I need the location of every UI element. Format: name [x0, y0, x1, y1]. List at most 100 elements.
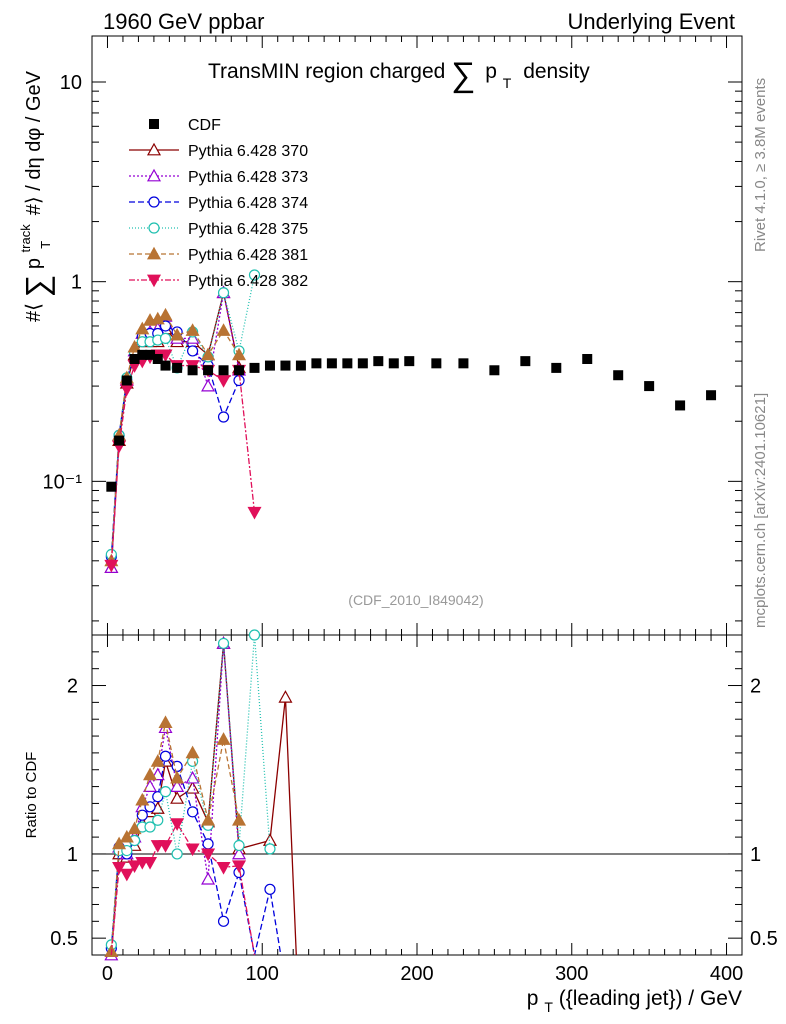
cdf-point — [145, 349, 156, 360]
x-tick-label: 400 — [710, 963, 743, 985]
legend-marker — [146, 274, 162, 288]
ratio-point — [127, 821, 142, 835]
ratio-point — [170, 818, 185, 831]
cdf-points — [106, 349, 717, 492]
ratio-point — [158, 715, 173, 728]
ratio-point — [232, 860, 247, 873]
cdf-point — [613, 370, 624, 381]
cdf-point — [249, 362, 260, 373]
cdf-point — [373, 356, 384, 367]
cdf-point — [489, 365, 500, 376]
cdf-point — [172, 362, 183, 373]
series-line — [110, 354, 256, 566]
y-label-post: #⟩ / dη dφ / GeV — [23, 70, 45, 215]
legend-label: Pythia 6.428 382 — [188, 273, 308, 290]
ratio-point — [201, 871, 216, 885]
ratio-point — [159, 786, 172, 798]
series-point — [104, 559, 119, 573]
ratio-plot: 0 100 200 300 400 0.5 0.5 1 1 2 2 — [50, 629, 778, 985]
y-label-sub: T — [38, 241, 53, 249]
cdf-point — [582, 353, 593, 364]
series-point — [170, 327, 185, 341]
ratio-point — [186, 806, 199, 818]
legend-marker — [146, 246, 162, 260]
cdf-point — [203, 365, 214, 376]
series-point — [158, 307, 173, 321]
series-point — [127, 339, 142, 353]
legend-marker — [146, 142, 162, 156]
series-point — [216, 323, 231, 336]
ratio-point — [216, 732, 231, 745]
cdf-point — [218, 365, 229, 376]
ratio-point — [112, 836, 127, 850]
ratio-point — [143, 856, 158, 870]
ratio-point — [170, 791, 185, 804]
ratio-point — [127, 860, 142, 873]
cdf-point — [644, 381, 655, 392]
ratio-series — [104, 629, 297, 961]
cdf-point — [404, 356, 415, 367]
main-ticks: 10⁻¹ 1 10 — [43, 36, 743, 635]
ratio-tick-label-right: 0.5 — [750, 928, 778, 950]
ratio-point — [217, 915, 230, 927]
ratio-point — [232, 846, 247, 860]
ratio-point — [170, 779, 185, 792]
cdf-point — [431, 358, 442, 369]
y-tick-label: 10⁻¹ — [43, 471, 83, 493]
chart-title-text: TransMIN region charged — [208, 60, 445, 83]
cdf-point — [388, 358, 399, 369]
header-right: Underlying Event — [567, 9, 735, 34]
cdf-point — [675, 400, 686, 411]
ratio-point — [112, 862, 127, 875]
ratio-tick-label-right: 2 — [750, 676, 761, 698]
series-point — [119, 383, 134, 397]
ratio-point — [143, 767, 158, 781]
legend-label: Pythia 6.428 375 — [188, 221, 308, 238]
ratio-point — [185, 781, 200, 794]
x-tick-label: 200 — [400, 963, 433, 985]
ratio-point — [216, 862, 231, 875]
y-label-sup: track — [18, 224, 33, 253]
ratio-point — [264, 883, 276, 895]
ratio-point — [185, 770, 200, 784]
chart-title: TransMIN region charged ∑ p T density — [208, 56, 590, 94]
cdf-point — [114, 435, 125, 446]
cdf-point — [295, 360, 306, 371]
series-point — [186, 345, 199, 357]
ratio-point — [201, 848, 216, 862]
series-point — [247, 506, 262, 520]
legend-label: Pythia 6.428 381 — [188, 247, 308, 264]
x-axis-label: p T ({leading jet}) / GeV — [527, 987, 742, 1017]
legend-label: Pythia 6.428 373 — [188, 169, 308, 186]
cdf-point — [706, 390, 717, 401]
ratio-line — [110, 755, 282, 956]
ratio-point — [152, 791, 164, 803]
ratio-y-label: Ratio to CDF — [23, 752, 40, 839]
ratio-point — [136, 809, 148, 821]
ratio-plot-frame — [91, 634, 743, 956]
chart-title-sub: T — [503, 75, 512, 91]
y-tick-label: 10 — [60, 72, 82, 94]
ratio-point — [144, 821, 156, 833]
ratio-point — [170, 770, 185, 784]
cdf-point — [234, 365, 245, 376]
series-point — [248, 269, 261, 281]
x-label-sub: T — [544, 999, 553, 1015]
chart-title-p: p — [485, 60, 497, 83]
ratio-point — [119, 868, 134, 882]
reference-label: (CDF_2010_I849042) — [348, 592, 483, 608]
y-label-sum: ∑ — [19, 275, 55, 298]
rivet-label: Rivet 4.1.0, ≥ 3.8M events — [752, 78, 769, 252]
y-axis-label: #⟨ ∑ p track T #⟩ / dη dφ / GeV — [13, 70, 55, 322]
cdf-point — [520, 356, 531, 367]
ratio-point — [185, 745, 200, 759]
ratio-point — [143, 779, 158, 792]
ratio-point — [217, 637, 230, 650]
legend-marker — [148, 222, 160, 234]
series-point — [232, 347, 247, 361]
series-line — [110, 274, 256, 555]
ratio-ticks: 0 100 200 300 400 0.5 0.5 1 1 2 2 — [50, 634, 778, 985]
x-tick-label: 300 — [555, 963, 588, 985]
cdf-point — [160, 360, 171, 371]
